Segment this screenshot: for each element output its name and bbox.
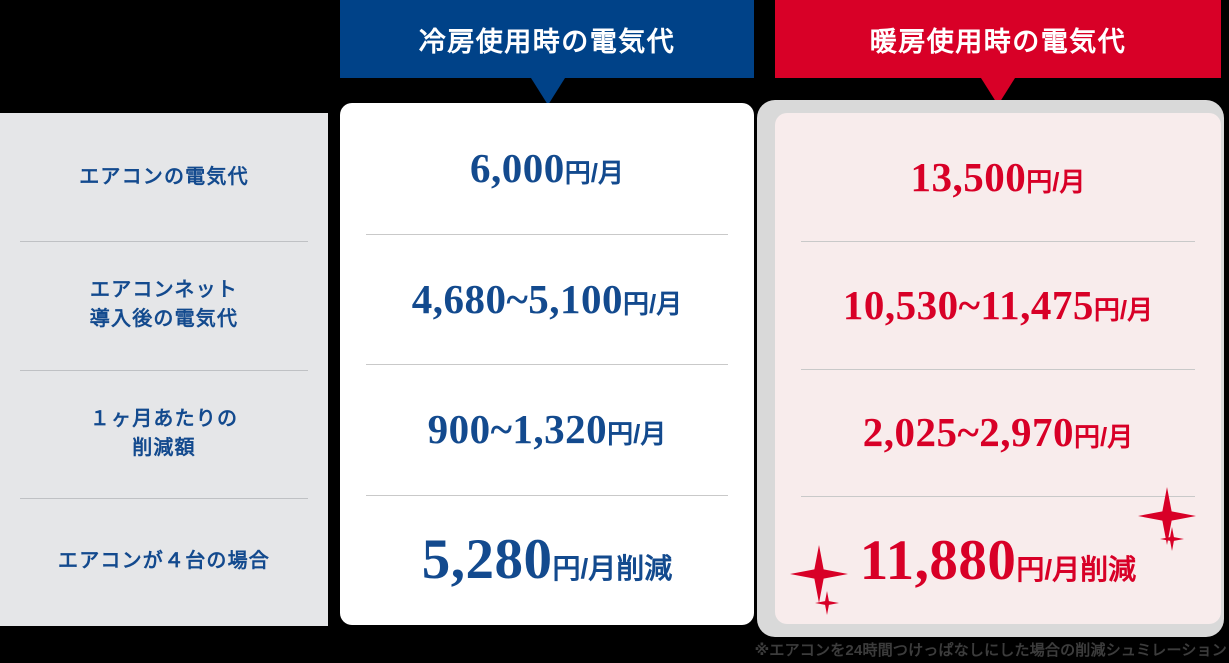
cooling-value-number: 5,280 xyxy=(421,528,553,592)
cooling-value: 4,680~5,100円/月 xyxy=(412,275,683,323)
heating-cell-four-units: 11,880円/月削減 xyxy=(775,496,1221,624)
row-label-monthly-savings: １ヶ月あたりの 削減額 xyxy=(0,369,328,498)
cooling-value-highlight: 5,280円/月削減 xyxy=(422,527,673,592)
row-label-text: １ヶ月あたりの 削減額 xyxy=(90,405,238,463)
heating-value: 2,025~2,970円/月 xyxy=(863,408,1134,456)
cooling-value-unit: 円/月 xyxy=(564,158,624,189)
heating-cell-monthly-savings: 2,025~2,970円/月 xyxy=(775,368,1221,497)
heating-value-unit: 円/月削減 xyxy=(1016,553,1137,585)
row-label-column: エアコンの電気代 エアコンネット 導入後の電気代 １ヶ月あたりの 削減額 エアコ… xyxy=(0,113,328,626)
heating-value-unit: 円/月 xyxy=(1074,422,1134,453)
heating-value-number: 2,025~2,970 xyxy=(862,409,1075,456)
row-label-line2: 導入後の電気代 xyxy=(89,308,239,331)
header-banner-heating: 暖房使用時の電気代 xyxy=(775,0,1221,105)
row-label-text: エアコンネット 導入後の電気代 xyxy=(90,276,238,334)
cooling-value-unit: 円/月 xyxy=(607,419,667,450)
heating-value-card: 13,500円/月 10,530~11,475円/月 2,025~2,970円/… xyxy=(775,113,1221,624)
cooling-cell-after-airconnet: 4,680~5,100円/月 xyxy=(340,233,754,365)
header-banner-cooling: 冷房使用時の電気代 xyxy=(340,0,754,105)
heating-value: 10,530~11,475円/月 xyxy=(843,281,1153,329)
heating-value-highlight: 11,880円/月削減 xyxy=(860,528,1136,593)
heating-value-number: 13,500 xyxy=(910,153,1027,200)
cooling-value: 6,000円/月 xyxy=(470,144,624,192)
row-label-text: エアコンが４台の場合 xyxy=(58,550,270,573)
row-label-four-units: エアコンが４台の場合 xyxy=(0,497,328,626)
row-label-line1: １ヶ月あたりの xyxy=(89,407,239,430)
heating-cell-aircon-electricity: 13,500円/月 xyxy=(775,113,1221,241)
cooling-cell-monthly-savings: 900~1,320円/月 xyxy=(340,364,754,495)
heating-value: 13,500円/月 xyxy=(911,153,1086,201)
cooling-value-number: 900~1,320 xyxy=(427,406,608,453)
cooling-value-unit: 円/月 xyxy=(623,288,683,319)
row-label-text: エアコンの電気代 xyxy=(79,165,249,188)
row-label-aircon-electricity: エアコンの電気代 xyxy=(0,113,328,241)
cooling-value-number: 6,000 xyxy=(470,145,565,192)
header-banner-heating-label: 暖房使用時の電気代 xyxy=(869,26,1127,57)
cooling-value: 900~1,320円/月 xyxy=(428,405,667,453)
cooling-cell-four-units: 5,280円/月削減 xyxy=(340,494,754,626)
heating-cell-after-airconnet: 10,530~11,475円/月 xyxy=(775,240,1221,369)
heating-value-number: 10,530~11,475 xyxy=(842,281,1094,328)
cooling-value-card: 6,000円/月 4,680~5,100円/月 900~1,320円/月 5,2… xyxy=(340,103,754,625)
row-label-after-airconnet: エアコンネット 導入後の電気代 xyxy=(0,241,328,369)
header-banner-cooling-label: 冷房使用時の電気代 xyxy=(418,26,676,57)
heating-value-number: 11,880 xyxy=(859,528,1017,592)
cooling-cell-aircon-electricity: 6,000円/月 xyxy=(340,103,754,234)
row-label-line2: 削減額 xyxy=(132,436,196,459)
heating-value-unit: 円/月 xyxy=(1026,166,1086,197)
heating-value-unit: 円/月 xyxy=(1093,294,1154,325)
footnote-text: ※エアコンを24時間つけっぱなしにした場合の削減シュミレーション xyxy=(754,642,1227,659)
cooling-value-unit: 円/月削減 xyxy=(552,553,673,585)
cooling-value-number: 4,680~5,100 xyxy=(411,275,624,322)
banner-pointer-cooling-icon xyxy=(531,78,565,105)
row-label-line1: エアコンネット xyxy=(90,279,238,302)
